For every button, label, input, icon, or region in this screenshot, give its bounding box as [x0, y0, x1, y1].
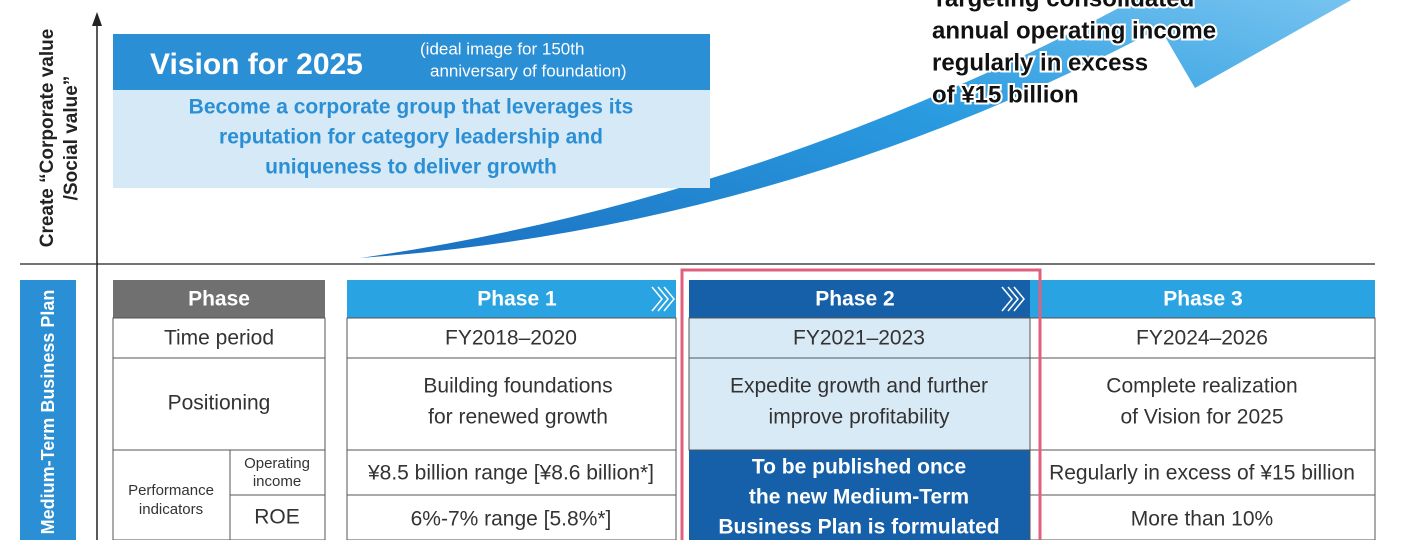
cell-text: ¥8.5 billion range [¥8.6 billion*] — [367, 462, 654, 485]
chevron — [651, 286, 675, 312]
cell-text: Building foundations — [423, 375, 612, 398]
row-label: Positioning — [168, 392, 271, 415]
vision-text: uniqueness to deliver growth — [265, 156, 557, 179]
vision-title: Vision for 2025 — [150, 48, 363, 81]
cell-text: More than 10% — [1131, 508, 1273, 531]
table-grid — [112, 317, 1376, 540]
cell-text: Expedite growth and further — [730, 375, 988, 398]
cell-text: FY2024–2026 — [1136, 327, 1268, 350]
row-label: indicators — [139, 501, 203, 518]
cell-text: Regularly in excess of ¥15 billion — [1049, 462, 1355, 485]
phase2-highlight — [680, 268, 1042, 540]
vision-header — [113, 34, 710, 90]
vision-body — [113, 90, 710, 188]
header-text: Phase 3 — [1163, 288, 1242, 311]
cell-text: 6%-7% range [5.8%*] — [411, 508, 612, 531]
side-label: Medium-Term Business Plan — [38, 290, 58, 535]
cell-text: improve profitability — [769, 406, 950, 429]
header-text: Phase 2 — [815, 288, 894, 311]
growth-arrow — [360, 0, 1352, 258]
cell-text: for renewed growth — [428, 406, 608, 429]
vision-text: reputation for category leadership and — [219, 126, 603, 149]
target-text: Targeting consolidated — [932, 0, 1194, 12]
target-text: annual operating income — [932, 17, 1216, 44]
row-label: ROE — [254, 506, 300, 529]
axis-arrowhead — [92, 12, 102, 26]
header-cell — [689, 280, 1030, 318]
vision-note: anniversary of foundation) — [430, 61, 627, 80]
side-bar — [20, 280, 76, 540]
target-text: of ¥15 billion — [932, 81, 1079, 108]
header-cell — [113, 280, 325, 318]
vision-note: (ideal image for 150th — [420, 39, 584, 58]
cell-text: Complete realization — [1106, 375, 1297, 398]
row-label: Operating — [244, 455, 310, 472]
chevron — [1001, 286, 1025, 312]
phase2-fill — [689, 318, 1030, 450]
axis-label: Create “Corporate value — [37, 29, 58, 248]
vision-text: Become a corporate group that leverages … — [189, 96, 634, 119]
target-text: regularly in excess — [932, 49, 1148, 76]
phase2-indicator-text: Business Plan is formulated — [718, 516, 999, 539]
phase2-indicator-text: the new Medium-Term — [749, 486, 969, 509]
header-text: Phase 1 — [477, 288, 557, 311]
phase2-indicator-text: To be published once — [752, 456, 966, 479]
header-cell — [347, 280, 676, 318]
cell-text: FY2018–2020 — [445, 327, 577, 350]
phase2-indicators — [689, 450, 1030, 540]
cell-text: FY2021–2023 — [793, 327, 925, 350]
row-label: Time period — [164, 327, 274, 350]
row-label: income — [253, 473, 301, 490]
header-text: Phase — [188, 288, 250, 311]
header-cell — [1030, 280, 1375, 318]
row-label: Performance — [128, 482, 214, 499]
cell-text: of Vision for 2025 — [1120, 406, 1283, 429]
axis-label: /Social value” — [61, 76, 82, 201]
